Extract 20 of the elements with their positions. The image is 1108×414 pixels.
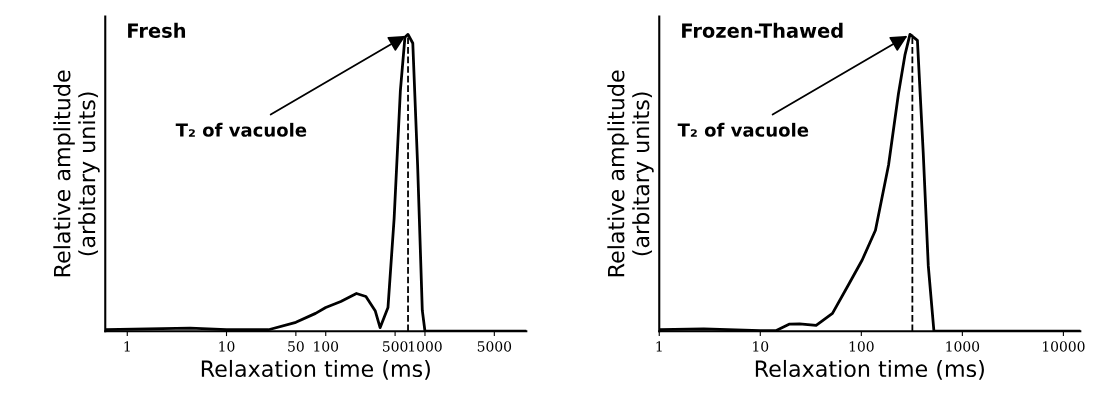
y-axis-title: Relative amplitude (arbitary units) <box>607 70 654 277</box>
annotation: T₂ of vacuole <box>677 122 809 137</box>
x-tick-label: 10 <box>219 341 235 352</box>
x-tick-label: 500 <box>383 341 408 352</box>
x-axis-title: Relaxation time (ms) <box>755 359 984 380</box>
x-tick-label: 1 <box>124 341 130 352</box>
chart-title: Fresh <box>128 22 186 38</box>
x-tick-label: 1000 <box>408 341 442 352</box>
x-tick-label: 10 <box>753 341 769 352</box>
x-tick-label: 1000 <box>946 341 980 352</box>
chart-title: Frozen-Thawed <box>682 22 843 38</box>
x-tick-label: 10000 <box>1043 341 1085 352</box>
x-tick-label: 50 <box>288 341 304 352</box>
x-tick-label: 5000 <box>477 341 512 352</box>
annotation: T₂ of vacuole <box>175 122 307 137</box>
x-axis-title: Relaxation time (ms) <box>201 359 430 380</box>
x-tick-label: 1 <box>656 341 662 352</box>
x-tick-label: 100 <box>314 341 339 352</box>
x-tick-label: 100 <box>849 341 874 352</box>
y-axis-title: Relative amplitude (arbitary units) <box>53 70 100 277</box>
